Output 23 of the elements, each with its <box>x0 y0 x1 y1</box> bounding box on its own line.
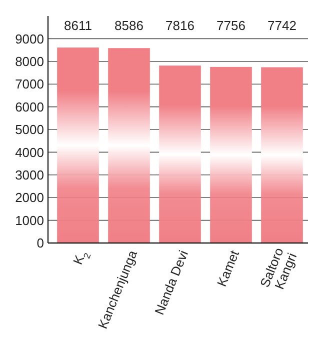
x-tick-label: Saltoro Kangri <box>257 246 300 292</box>
x-tick-label: Kamet <box>214 248 242 289</box>
data-label: 8586 <box>114 18 144 33</box>
y-tick-label: 0 <box>36 236 44 251</box>
data-label: 7816 <box>166 18 194 33</box>
bar <box>261 67 303 243</box>
y-tick-label: 8000 <box>15 54 44 69</box>
data-label: 8611 <box>64 18 92 33</box>
y-tick-label: 5000 <box>15 122 44 138</box>
y-tick-label: 9000 <box>15 31 44 46</box>
bar <box>108 48 150 243</box>
x-tick-label: Nanda Devi <box>152 248 192 317</box>
bar <box>57 48 99 243</box>
bar <box>210 66 252 243</box>
data-label: 7756 <box>216 18 246 33</box>
data-label: 7742 <box>268 18 296 33</box>
y-tick-label: 2000 <box>15 190 44 206</box>
bar <box>159 66 201 243</box>
y-tick-label: 6000 <box>15 99 44 114</box>
y-tick-label: 3000 <box>15 167 44 182</box>
y-tick-label: 1000 <box>15 212 44 228</box>
y-tick-label: 4000 <box>15 144 44 160</box>
y-tick-label: 7000 <box>15 76 44 92</box>
